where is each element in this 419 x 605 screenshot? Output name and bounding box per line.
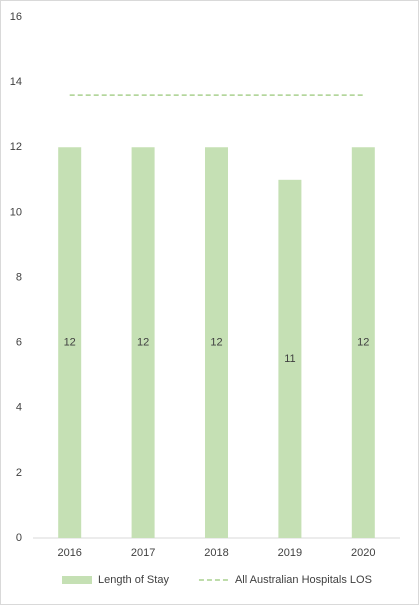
bar xyxy=(205,147,228,538)
bar xyxy=(278,179,302,538)
y-tick-label: 4 xyxy=(16,402,22,414)
x-tick-label: 2019 xyxy=(278,547,302,559)
y-tick-label: 2 xyxy=(16,467,22,479)
legend-label: Length of Stay xyxy=(98,574,169,586)
y-tick-label: 16 xyxy=(10,11,22,23)
data-label: 11 xyxy=(284,353,295,365)
x-tick-label: 2020 xyxy=(351,547,375,559)
data-label: 12 xyxy=(64,337,76,349)
legend-swatch xyxy=(62,576,92,584)
legend-label: All Australian Hospitals LOS xyxy=(235,574,372,586)
bar xyxy=(131,147,155,538)
data-label: 12 xyxy=(210,337,222,349)
y-tick-label: 6 xyxy=(16,337,22,349)
data-label: 12 xyxy=(137,337,149,349)
bar xyxy=(58,147,82,538)
data-label: 12 xyxy=(357,337,369,349)
x-tick-label: 2016 xyxy=(57,547,81,559)
y-tick-label: 8 xyxy=(16,271,22,283)
y-tick-label: 10 xyxy=(10,206,22,218)
x-tick-label: 2017 xyxy=(131,547,155,559)
y-tick-label: 0 xyxy=(16,532,22,544)
bar xyxy=(351,147,375,538)
y-tick-label: 12 xyxy=(10,141,22,153)
y-tick-label: 14 xyxy=(10,76,22,88)
x-tick-label: 2018 xyxy=(204,547,228,559)
